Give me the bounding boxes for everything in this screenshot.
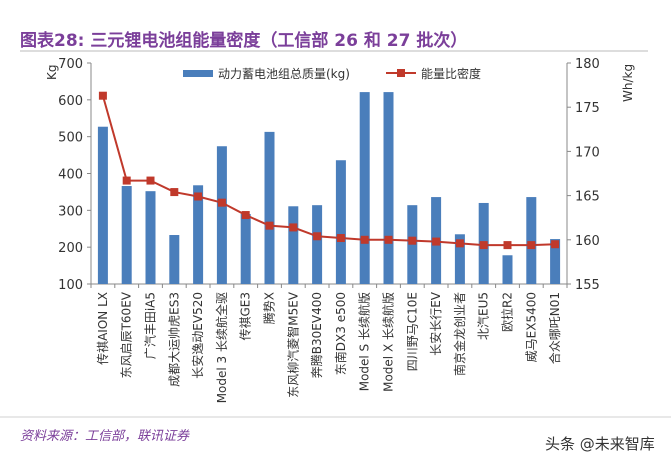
y2-tick-label: 180 — [575, 57, 600, 72]
line-point — [217, 198, 226, 207]
line-point — [170, 188, 179, 197]
line-point — [408, 236, 417, 245]
x-tick-label: 腾势X — [262, 292, 277, 324]
chart: 100 200 300 400 500 600 700 155 160 165 170 175 180 K… — [45, 57, 635, 403]
bar — [312, 205, 323, 284]
bar — [383, 92, 394, 285]
line-point — [146, 176, 155, 185]
x-tick-label: 威马EX5400 — [524, 292, 538, 362]
bar — [335, 160, 346, 284]
line-point — [289, 223, 298, 232]
footer-divider — [0, 416, 671, 418]
x-tick-label: 欧拉R2 — [500, 292, 515, 332]
x-tick-label: 长安长行EV — [428, 291, 443, 356]
x-tick-label: 传祺GE3 — [238, 292, 253, 341]
source-note: 资料来源：工信部，联讯证券 — [20, 429, 190, 444]
x-tick-label: 成都大运帅虎ES3 — [167, 292, 181, 387]
bar — [97, 126, 108, 284]
x-tick-label: 传祺AION LX — [95, 292, 110, 365]
x-tick-label: 东南DX3 e500 — [333, 292, 348, 375]
y-tick-label: 100 — [58, 278, 83, 293]
line-point — [194, 192, 203, 201]
y-tick-label: 500 — [58, 131, 83, 146]
y2-tick-label: 165 — [575, 190, 600, 205]
bar — [264, 131, 275, 284]
bar — [359, 92, 370, 285]
legend-line-label: 能量比密度 — [421, 66, 481, 81]
y-tick-label: 300 — [58, 204, 83, 219]
bar — [193, 185, 204, 284]
y2-axis-label: Wh/kg — [621, 64, 635, 102]
line-point — [384, 235, 393, 244]
bar — [145, 191, 156, 284]
x-tick-label: 北汽EU5 — [476, 292, 491, 340]
legend-bar-swatch — [183, 70, 213, 77]
title-divider — [20, 50, 648, 52]
x-tick-label: 南京金龙创业者 — [452, 292, 467, 376]
y2-tick-label: 175 — [575, 101, 600, 116]
line-point — [241, 211, 250, 220]
legend-line-marker — [397, 69, 405, 77]
line-point — [527, 241, 536, 250]
line-point — [313, 232, 322, 241]
x-tick-label: 东风启辰T60EV — [120, 291, 134, 378]
legend-bar-label: 动力蓄电池组总质量(kg) — [218, 67, 350, 81]
bar — [288, 206, 299, 284]
x-tick-label: 四川野马C10E — [405, 292, 419, 371]
bar — [502, 255, 513, 284]
line-point — [98, 91, 107, 100]
y-axis-label: Kg — [45, 65, 59, 81]
bar — [550, 239, 561, 284]
line-point — [551, 240, 560, 249]
figure-title: 图表28: 三元锂电池组能量密度（工信部 26 和 27 批次） — [20, 31, 468, 51]
line-point — [479, 241, 488, 250]
x-tick-label: Model 3 长续航全驱 — [214, 292, 229, 403]
y2-tick-label: 155 — [575, 278, 600, 293]
x-tick-label: Model S 长续航版 — [357, 292, 372, 391]
bar — [216, 146, 227, 284]
x-tick-label: 奔腾B30EV400 — [309, 292, 324, 378]
y-tick-label: 200 — [58, 241, 83, 256]
line-point — [360, 235, 369, 244]
y-tick-label: 600 — [58, 94, 83, 109]
bar — [121, 186, 132, 284]
bar — [169, 235, 180, 284]
bar — [454, 234, 465, 284]
line-point — [432, 237, 441, 246]
x-tick-label: 合众哪吒N01 — [547, 292, 562, 364]
bar — [526, 197, 537, 284]
y-tick-label: 400 — [58, 168, 83, 183]
y-tick-label: 700 — [58, 57, 83, 72]
line-point — [122, 176, 131, 185]
x-tick-label: Model X 长续航版 — [381, 292, 396, 392]
line-point — [455, 239, 464, 248]
line-point — [265, 221, 274, 230]
x-tick-label: 广汽丰田iA5 — [143, 292, 158, 359]
line-point — [503, 241, 512, 250]
y2-tick-label: 160 — [575, 234, 600, 249]
bar — [240, 214, 251, 284]
x-tick-label: 长安逸动EV520 — [190, 292, 205, 379]
line-point — [336, 234, 345, 243]
y2-tick-label: 170 — [575, 145, 600, 160]
x-tick-label: 东风柳汽菱智M5EV — [285, 291, 300, 398]
watermark: 头条 @未来智库 — [545, 435, 655, 453]
